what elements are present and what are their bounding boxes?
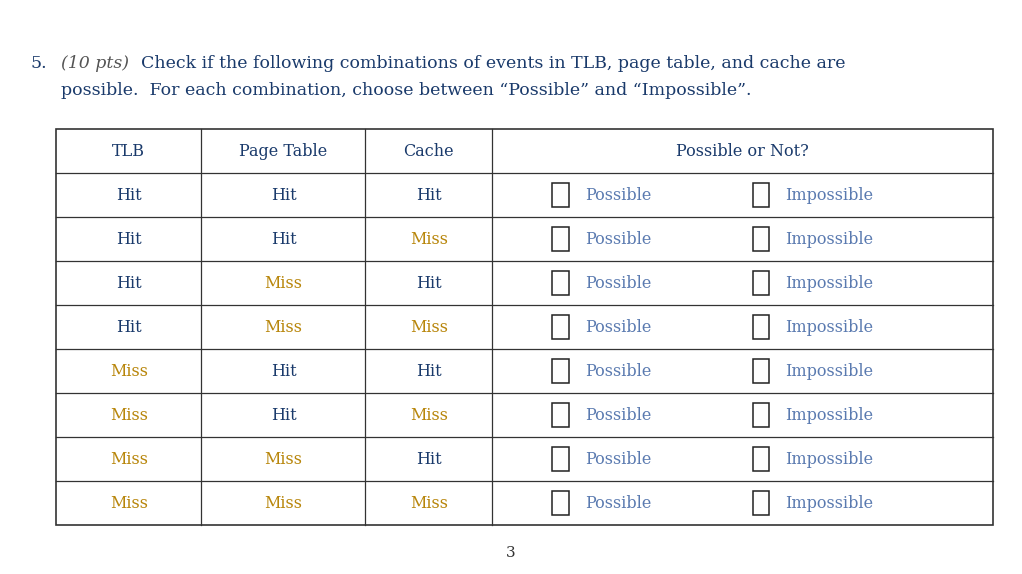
Text: Hit: Hit bbox=[271, 231, 296, 247]
Text: Hit: Hit bbox=[416, 451, 442, 468]
Text: Hit: Hit bbox=[416, 275, 442, 292]
Text: Hit: Hit bbox=[117, 231, 142, 247]
Text: Impossible: Impossible bbox=[786, 363, 874, 379]
Text: Possible or Not?: Possible or Not? bbox=[677, 143, 809, 160]
Text: Hit: Hit bbox=[117, 319, 142, 336]
Text: Hit: Hit bbox=[271, 407, 296, 424]
Text: Miss: Miss bbox=[109, 407, 148, 424]
Text: Miss: Miss bbox=[265, 451, 303, 468]
Text: Miss: Miss bbox=[109, 363, 148, 379]
Text: Impossible: Impossible bbox=[786, 451, 874, 468]
Text: Miss: Miss bbox=[109, 451, 148, 468]
Text: Miss: Miss bbox=[410, 231, 448, 247]
Text: Possible: Possible bbox=[585, 231, 651, 247]
Text: Miss: Miss bbox=[410, 319, 448, 336]
Text: Miss: Miss bbox=[265, 495, 303, 511]
Text: Miss: Miss bbox=[265, 275, 303, 292]
Text: Possible: Possible bbox=[585, 187, 651, 204]
Text: Hit: Hit bbox=[271, 363, 296, 379]
Text: Impossible: Impossible bbox=[786, 319, 874, 336]
Text: 3: 3 bbox=[506, 546, 516, 560]
Text: Possible: Possible bbox=[585, 275, 651, 292]
Text: Impossible: Impossible bbox=[786, 495, 874, 511]
Text: Impossible: Impossible bbox=[786, 231, 874, 247]
Text: Miss: Miss bbox=[410, 495, 448, 511]
Text: Impossible: Impossible bbox=[786, 275, 874, 292]
Text: Possible: Possible bbox=[585, 495, 651, 511]
Text: TLB: TLB bbox=[112, 143, 145, 160]
Text: Impossible: Impossible bbox=[786, 407, 874, 424]
Text: Possible: Possible bbox=[585, 363, 651, 379]
Text: Possible: Possible bbox=[585, 407, 651, 424]
Text: Page Table: Page Table bbox=[239, 143, 328, 160]
Text: Miss: Miss bbox=[265, 319, 303, 336]
Text: Hit: Hit bbox=[271, 187, 296, 204]
Text: (10 pts): (10 pts) bbox=[61, 55, 130, 72]
Text: Hit: Hit bbox=[117, 275, 142, 292]
Text: Hit: Hit bbox=[117, 187, 142, 204]
Text: Possible: Possible bbox=[585, 451, 651, 468]
Text: Cache: Cache bbox=[404, 143, 454, 160]
Text: Possible: Possible bbox=[585, 319, 651, 336]
Text: Miss: Miss bbox=[109, 495, 148, 511]
Text: Hit: Hit bbox=[416, 187, 442, 204]
Text: Impossible: Impossible bbox=[786, 187, 874, 204]
Text: Check if the following combinations of events in TLB, page table, and cache are: Check if the following combinations of e… bbox=[141, 55, 845, 72]
Text: Miss: Miss bbox=[410, 407, 448, 424]
Text: 5.: 5. bbox=[31, 55, 47, 72]
Text: possible.  For each combination, choose between “Possible” and “Impossible”.: possible. For each combination, choose b… bbox=[61, 82, 752, 99]
Text: Hit: Hit bbox=[416, 363, 442, 379]
